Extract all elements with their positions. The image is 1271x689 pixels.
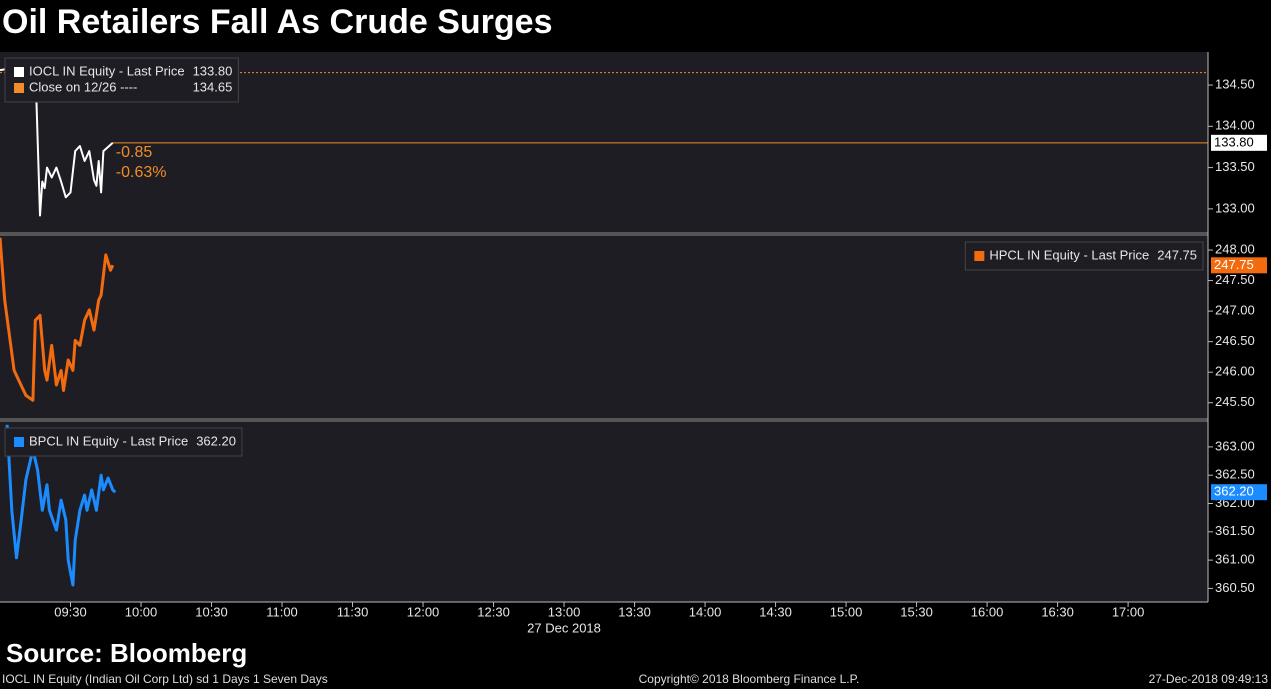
legend-swatch (974, 251, 985, 261)
price-tag (1211, 134, 1267, 151)
x-tick-label: 10:30 (195, 604, 228, 619)
y-tick-label: 363.00 (1215, 438, 1255, 453)
x-tick-label: 09:30 (54, 604, 87, 619)
legend-swatch (14, 437, 24, 447)
y-tick-label: 134.00 (1215, 118, 1255, 133)
y-tick-label: 246.00 (1215, 364, 1255, 379)
y-tick-label: 362.50 (1215, 467, 1255, 482)
x-tick-label: 12:00 (407, 604, 440, 619)
x-tick-label: 15:00 (830, 604, 863, 619)
legend-box (4, 427, 243, 457)
price-line (0, 63, 114, 217)
legend-label: Close on 12/26 ---- (29, 79, 137, 94)
plots: 133.00 133.50 134.00 134.50 133.80 -0.85 -0.63… (0, 52, 1267, 635)
legend-value: 134.65 (193, 79, 233, 94)
price-line (0, 237, 115, 402)
page-title: Oil Retailers Fall As Crude Surges (2, 3, 552, 41)
x-tick-label: 10:00 (125, 604, 158, 619)
x-tick-label: 13:30 (618, 604, 651, 619)
timestamp: 27-Dec-2018 09:49:13 (1149, 672, 1269, 686)
legend: BPCL IN Equity - Last Price 362.20 (4, 427, 243, 457)
x-tick-label: 14:30 (759, 604, 792, 619)
legend: HPCL IN Equity - Last Price 247.75 (964, 241, 1204, 271)
copyright: Copyright© 2018 Bloomberg Finance L.P. (639, 672, 860, 686)
change-annotation: -0.63% (116, 164, 167, 181)
y-tick-label: 133.50 (1215, 159, 1255, 174)
y-tick-label: 133.00 (1215, 200, 1255, 215)
source: Source: Bloomberg (6, 638, 247, 668)
legend-value: 247.75 (1157, 247, 1197, 262)
legend-box (964, 241, 1204, 271)
price-tag (1211, 257, 1267, 274)
legend-swatch (14, 67, 24, 77)
x-tick-label: 16:00 (971, 604, 1004, 619)
security: IOCL IN Equity (Indian Oil Corp Ltd) sd … (2, 672, 328, 686)
legend-value: 133.80 (193, 63, 233, 78)
legend-label: BPCL IN Equity - Last Price (29, 433, 188, 448)
price-tag-label: 362.20 (1214, 484, 1254, 499)
legend-box (4, 57, 239, 103)
legend-swatch (14, 83, 24, 93)
x-tick-label: 14:00 (689, 604, 722, 619)
panel-separator (0, 418, 1208, 422)
price-tag-label: 133.80 (1214, 134, 1254, 149)
y-tick-label: 361.00 (1215, 552, 1255, 567)
y-tick-label: 361.50 (1215, 523, 1255, 538)
y-tick-label: 246.50 (1215, 333, 1255, 348)
price-tag (1211, 484, 1267, 501)
legend-label: HPCL IN Equity - Last Price (989, 247, 1149, 262)
legend-label: IOCL IN Equity - Last Price (29, 63, 185, 78)
y-tick-label: 245.50 (1215, 394, 1255, 409)
y-tick-label: 247.50 (1215, 272, 1255, 287)
legend-value: 362.20 (196, 433, 236, 448)
legend: IOCL IN Equity - Last Price 133.80 Close o… (4, 57, 239, 103)
x-tick-label: 17:00 (1112, 604, 1145, 619)
y-tick-label: 134.50 (1215, 76, 1255, 91)
x-tick-label: 15:30 (900, 604, 933, 619)
change-annotation: -0.85 (116, 144, 153, 161)
panel-separator (0, 232, 1208, 236)
x-tick-label: 16:30 (1041, 604, 1074, 619)
x-date-label: 27 Dec 2018 (527, 620, 601, 635)
x-tick-label: 11:00 (266, 604, 298, 619)
y-tick-label: 247.00 (1215, 303, 1255, 318)
price-tag-label: 247.75 (1214, 257, 1254, 272)
x-tick-label: 11:30 (337, 604, 369, 619)
price-line (5, 424, 117, 587)
x-tick-label: 12:30 (477, 604, 510, 619)
y-tick-label: 360.50 (1215, 580, 1255, 595)
x-tick-label: 13:00 (548, 604, 581, 619)
y-tick-label: 248.00 (1215, 241, 1255, 256)
